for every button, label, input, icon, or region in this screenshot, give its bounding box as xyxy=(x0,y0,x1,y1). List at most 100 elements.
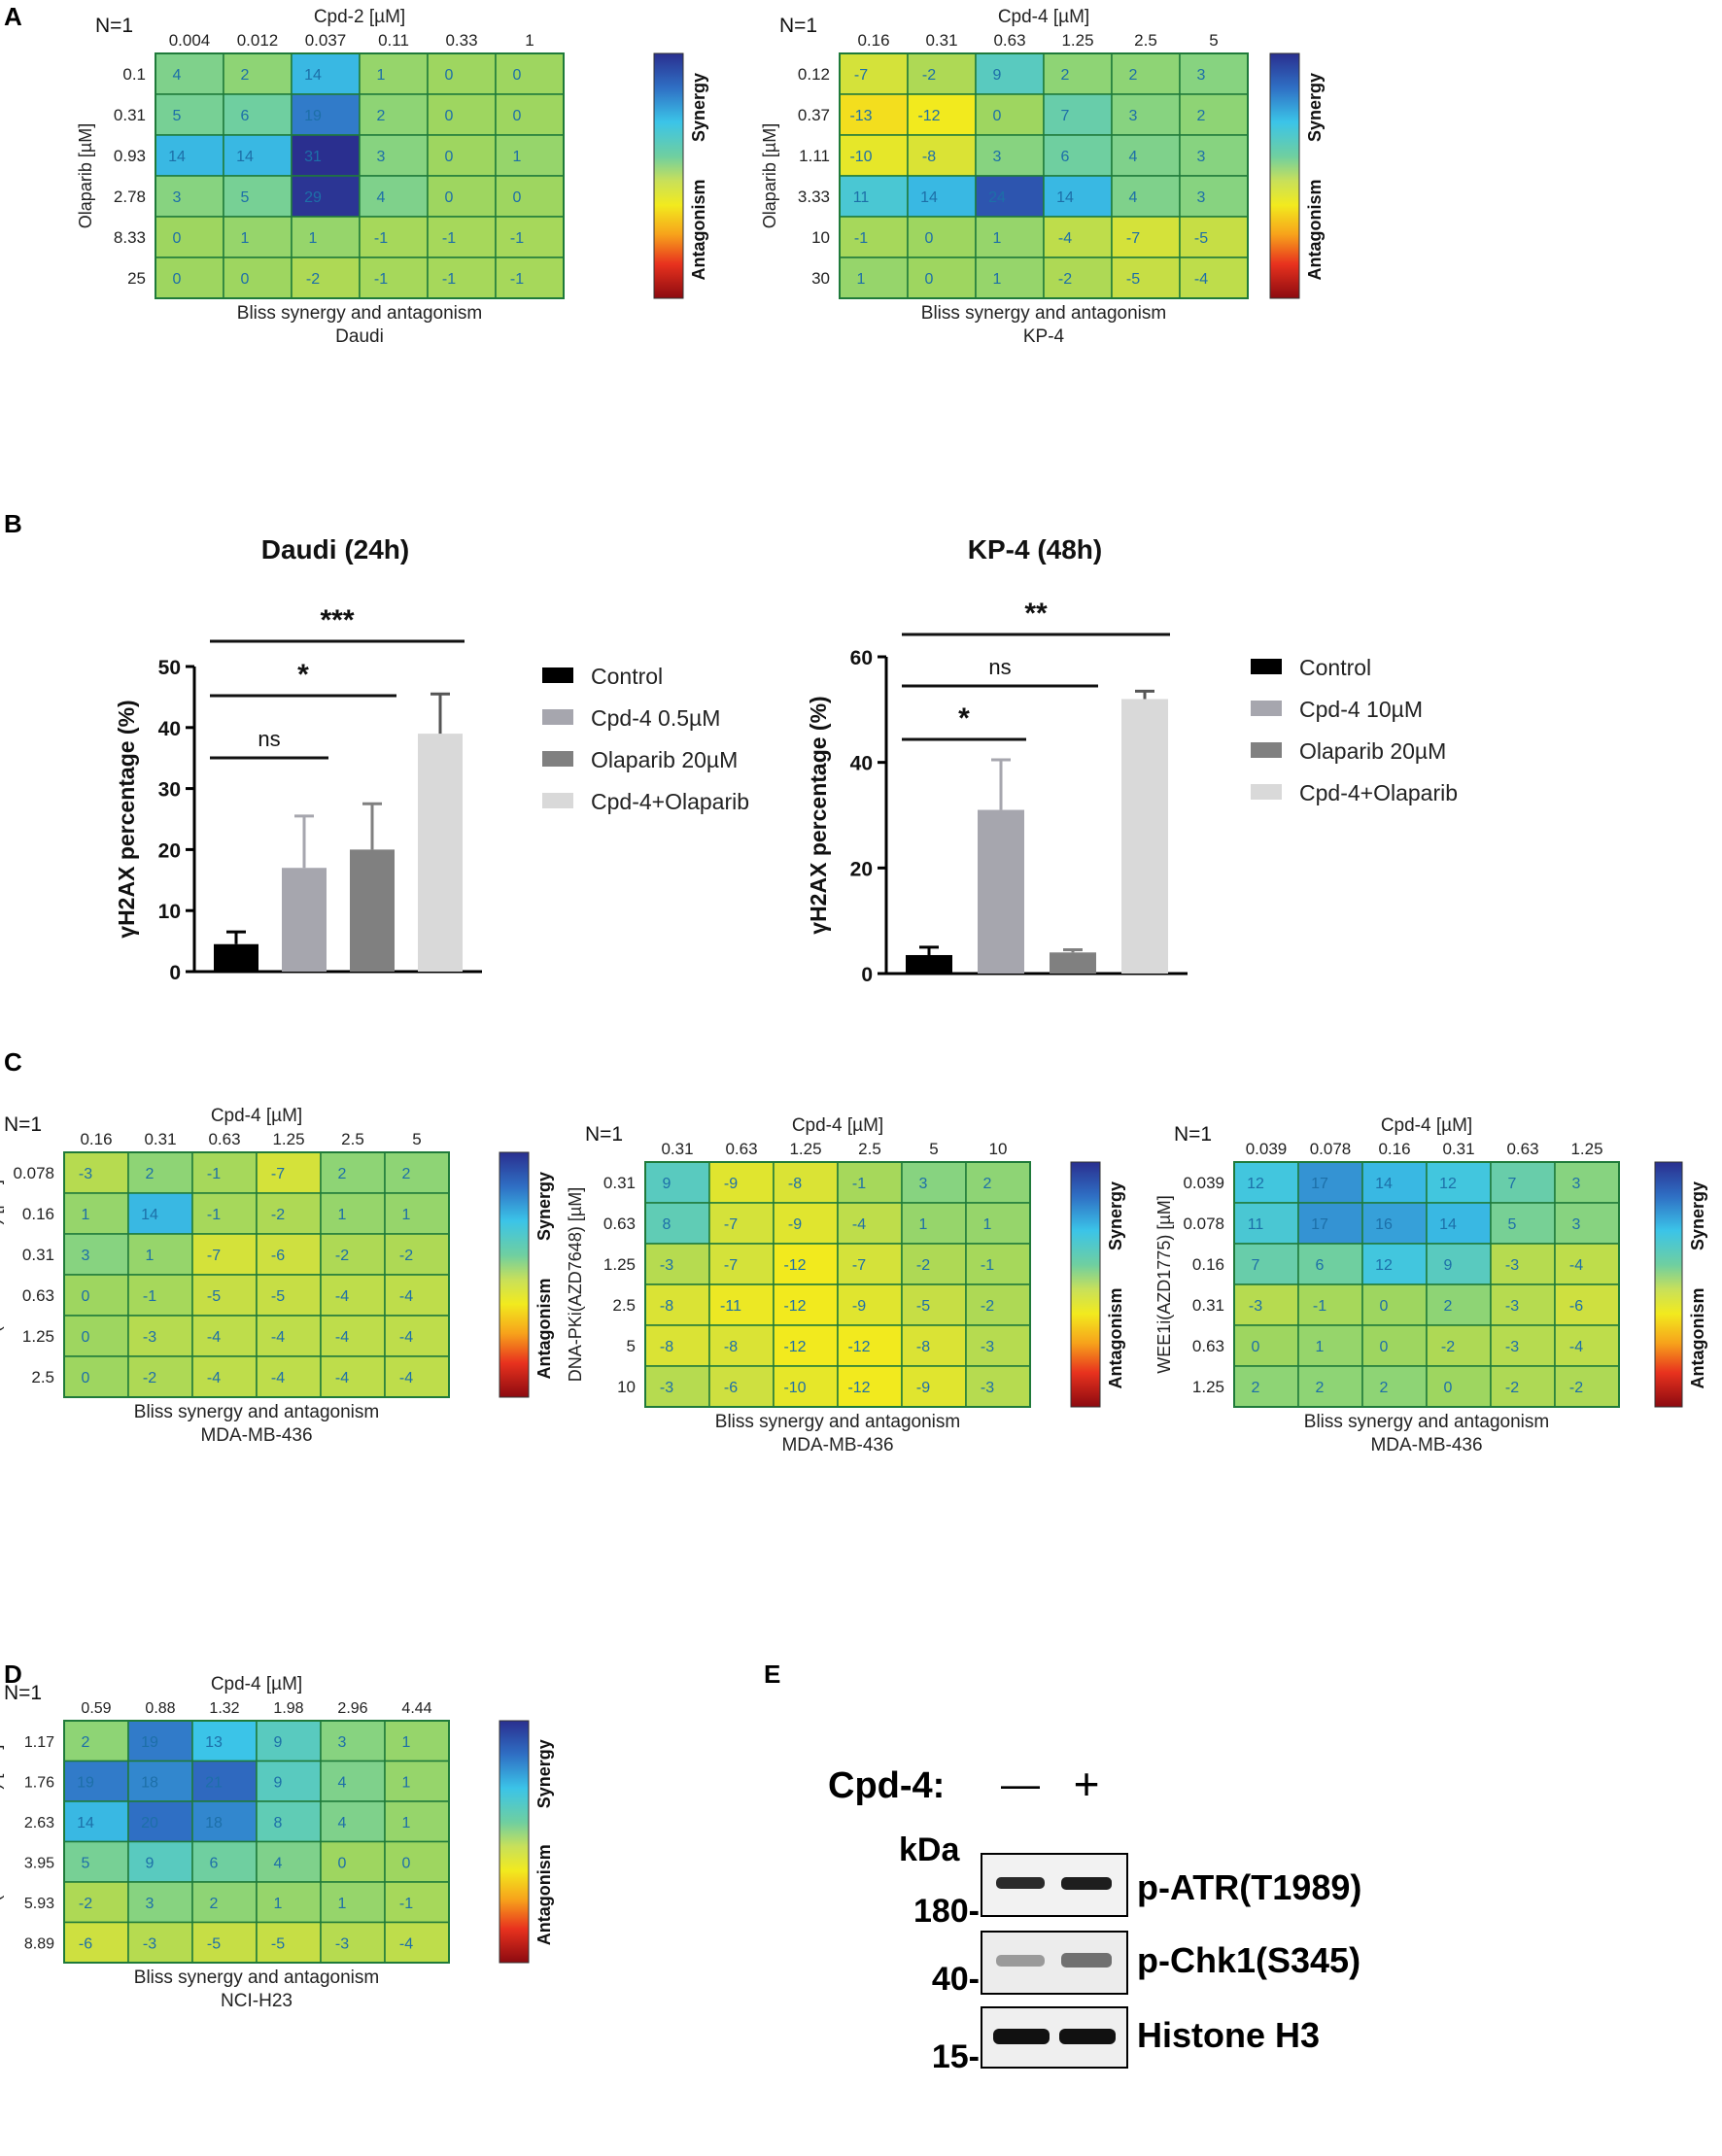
heatmap-cell-value: -10 xyxy=(849,149,872,165)
heatmap-cell-value: -4 xyxy=(335,1370,349,1386)
heatmap-y-tick: 0.37 xyxy=(798,106,830,124)
heatmap-cell xyxy=(773,1202,839,1245)
heatmap-cell xyxy=(320,1921,386,1964)
panel-label-c: C xyxy=(4,1047,22,1077)
heatmap-cell-value: 3 xyxy=(1197,149,1206,165)
heatmap-cell xyxy=(1490,1243,1556,1285)
heatmap-cell-value: -3 xyxy=(981,1339,994,1355)
heatmap-cell-value: 7 xyxy=(1252,1257,1260,1274)
heatmap-y-tick: 0.63 xyxy=(1192,1337,1224,1355)
panel-label-b: B xyxy=(4,509,22,538)
heatmap-y-label: ATRi(BAY-1895344) [nM] xyxy=(0,1745,4,1939)
heatmap-cell xyxy=(127,1192,193,1235)
heatmap-cell xyxy=(1179,134,1249,177)
heatmap-cell xyxy=(1361,1202,1428,1245)
heatmap-cell-value: -1 xyxy=(852,1176,866,1192)
heatmap-cell-value: -1 xyxy=(374,230,388,247)
bar-chart-0: Daudi (24h) 0 10 20 30 40 50 γH2AX percentage (… xyxy=(114,534,749,984)
heatmap-cell-value: 7 xyxy=(1508,1176,1517,1192)
bar xyxy=(978,809,1024,974)
heatmap-cell-value: 20 xyxy=(141,1815,158,1831)
colorbar-antagonism-label: Antagonism xyxy=(689,179,708,280)
heatmap-cell xyxy=(1043,257,1113,299)
heatmap-y-tick: 0.078 xyxy=(13,1164,54,1182)
heatmap-cell xyxy=(1554,1161,1620,1204)
heatmap-cell-value: 14 xyxy=(1375,1176,1393,1192)
heatmap-cell-value: 9 xyxy=(274,1774,283,1791)
heatmap-cell-value: -4 xyxy=(1569,1339,1583,1355)
legend-label: Control xyxy=(591,664,663,689)
heatmap-cell-value: -2 xyxy=(143,1370,156,1386)
heatmap-cell-value: 14 xyxy=(168,149,186,165)
heatmap-cell-value: 3 xyxy=(1197,67,1206,84)
heatmap-cell-value: 3 xyxy=(338,1734,347,1751)
heatmap-x-tick: 5 xyxy=(412,1130,421,1148)
heatmap-y-tick: 1.11 xyxy=(799,147,830,165)
legend-swatch xyxy=(1251,742,1282,758)
heatmap-cell xyxy=(839,257,909,299)
bar xyxy=(1050,952,1096,974)
heatmap-cell-value: 2 xyxy=(146,1166,155,1182)
blot-band-1a xyxy=(996,1877,1045,1889)
heatmap-cell-value: 0 xyxy=(82,1370,90,1386)
heatmap-cell-value: -3 xyxy=(1505,1298,1519,1315)
heatmap-cell xyxy=(127,1233,193,1276)
heatmap-cell xyxy=(223,93,293,136)
heatmap-cell xyxy=(63,1192,129,1235)
heatmap-y-tick: 1.25 xyxy=(22,1327,54,1346)
legend-label: Cpd-4+Olaparib xyxy=(591,789,749,814)
colorbar xyxy=(653,52,684,299)
colorbar xyxy=(1070,1161,1101,1408)
heatmap-cell xyxy=(191,1760,258,1802)
heatmap-y-tick: 0.93 xyxy=(114,147,146,165)
heatmap-y-tick: 0.63 xyxy=(603,1215,636,1233)
blot-treatment-label: Cpd-4: xyxy=(828,1765,945,1806)
heatmap-cell xyxy=(1554,1365,1620,1408)
heatmap-cell-value: -4 xyxy=(399,1288,413,1305)
heatmap-cell xyxy=(384,1355,450,1398)
heatmap-cell xyxy=(191,1315,258,1357)
legend-label: Cpd-4+Olaparib xyxy=(1299,780,1458,805)
heatmap-x-tick: 0.33 xyxy=(445,31,477,50)
heatmap-cell xyxy=(1554,1324,1620,1367)
heatmap-cell xyxy=(1043,52,1113,95)
heatmap-cell-value: -12 xyxy=(847,1339,870,1355)
heatmap-subtitle: MDA-MB-436 xyxy=(200,1425,312,1446)
heatmap-3: 9 -9 -8 -1 3 2 8 -7 -9 -4 1 1 -3 -7 -12 -7 -2 -1 -8 -11 -12 -… xyxy=(566,1115,1125,1455)
heatmap-cell-value: 4 xyxy=(274,1855,283,1871)
heatmap-cell xyxy=(155,52,224,95)
heatmap-cell xyxy=(291,216,361,258)
heatmap-y-tick: 0.078 xyxy=(1183,1215,1224,1233)
heatmap-cell xyxy=(839,52,909,95)
heatmap-cell-value: 0 xyxy=(338,1855,347,1871)
heatmap-cell-value: 0 xyxy=(445,189,454,206)
heatmap-cell xyxy=(320,1192,386,1235)
heatmap-cell-value: -7 xyxy=(854,67,868,84)
heatmap-cell xyxy=(427,216,497,258)
heatmap-cell xyxy=(837,1324,903,1367)
heatmap-cell-value: -12 xyxy=(783,1298,806,1315)
heatmap-cell-value: -2 xyxy=(79,1896,92,1912)
heatmap-cell-value: 2 xyxy=(377,108,386,124)
heatmap-subtitle: MDA-MB-436 xyxy=(781,1435,893,1455)
heatmap-cell xyxy=(965,1161,1031,1204)
heatmap-cell-value: 1 xyxy=(309,230,318,247)
heatmap-x-tick: 5 xyxy=(929,1140,938,1158)
heatmap-cell-value: 5 xyxy=(82,1855,90,1871)
heatmap-cell-value: -12 xyxy=(783,1257,806,1274)
heatmap-cell xyxy=(837,1283,903,1326)
heatmap-cell-value: -5 xyxy=(1126,271,1140,288)
heatmap-cell xyxy=(907,216,977,258)
heatmap-cell xyxy=(191,1274,258,1317)
heatmap-y-tick: 0.31 xyxy=(603,1174,636,1192)
heatmap-x-tick: 0.63 xyxy=(993,31,1025,50)
heatmap-x-tick: 1.25 xyxy=(789,1140,821,1158)
heatmap-cell-value: -4 xyxy=(1569,1257,1583,1274)
heatmap-cell xyxy=(63,1720,129,1762)
heatmap-cell-value: 0 xyxy=(925,230,934,247)
heatmap-cell xyxy=(975,93,1045,136)
heatmap-cell xyxy=(191,1800,258,1843)
heatmap-cell-value: 0 xyxy=(993,108,1002,124)
heatmap-cell-value: -5 xyxy=(207,1935,221,1952)
heatmap-cell xyxy=(427,134,497,177)
